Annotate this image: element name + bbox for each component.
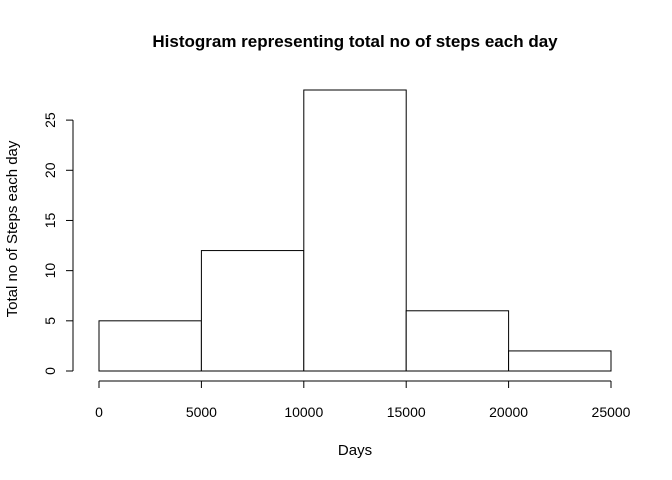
x-axis: 0 5000 10000 15000 20000 25000 — [95, 380, 631, 420]
x-tick-label: 5000 — [186, 404, 217, 420]
x-tick-label: 15000 — [387, 404, 426, 420]
y-tick-label: 15 — [42, 212, 58, 228]
y-tick-label: 5 — [42, 317, 58, 325]
y-axis-label: Total no of Steps each day — [4, 140, 21, 317]
histogram-bar-4 — [405, 310, 510, 372]
y-tick-label: 10 — [42, 263, 58, 279]
bars-group — [98, 89, 612, 372]
histogram-bar-1 — [98, 320, 202, 372]
x-tick-label: 0 — [95, 404, 103, 420]
histogram-bar-5 — [508, 350, 612, 372]
x-tick-label: 20000 — [489, 404, 528, 420]
histogram-bar-2 — [200, 250, 305, 372]
y-tick-label: 25 — [42, 112, 58, 128]
y-tick-label: 20 — [42, 162, 58, 178]
chart-title: Histogram representing total no of steps… — [152, 32, 558, 51]
y-axis: 0 5 10 15 20 25 — [42, 112, 74, 375]
x-axis-label: Days — [338, 442, 372, 459]
y-tick-label: 0 — [42, 367, 58, 375]
x-tick-label: 10000 — [284, 404, 323, 420]
histogram-bar-3 — [303, 89, 407, 372]
x-tick-label: 25000 — [592, 404, 631, 420]
